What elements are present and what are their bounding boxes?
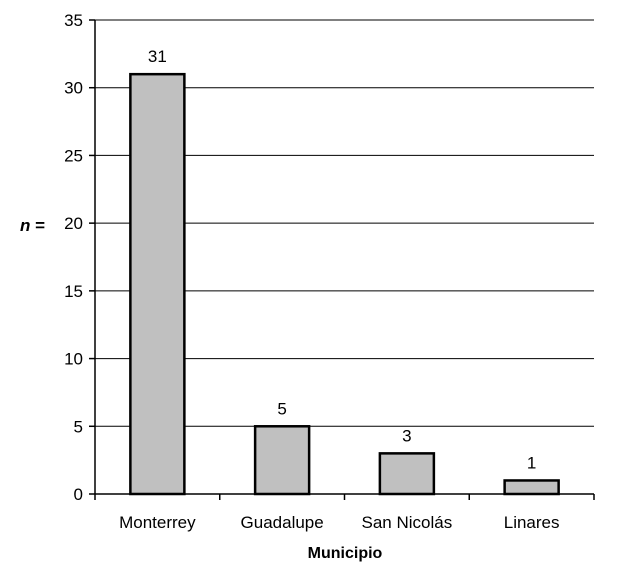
data-label: 31 <box>148 47 167 66</box>
y-axis-label: n = <box>20 216 45 235</box>
bar-linares <box>503 479 560 496</box>
category-label: San Nicolás <box>362 513 453 532</box>
category-labels: Monterrey Guadalupe San Nicolás Linares <box>119 513 559 532</box>
data-label: 5 <box>277 399 286 418</box>
x-axis-title: Municipio <box>308 545 383 562</box>
y-tick-label: 35 <box>64 11 83 30</box>
category-label: Linares <box>504 513 560 532</box>
y-tick-label: 25 <box>64 146 83 165</box>
bar-san-nicol-s <box>378 452 436 496</box>
bars <box>129 72 560 496</box>
y-tick-label: 10 <box>64 350 83 369</box>
category-label: Guadalupe <box>241 513 324 532</box>
y-tick-label: 5 <box>74 417 83 436</box>
y-tick-label: 20 <box>64 214 83 233</box>
y-tick-label: 30 <box>64 79 83 98</box>
x-ticks <box>94 494 595 500</box>
category-label: Monterrey <box>119 513 196 532</box>
y-tick-label: 0 <box>74 485 83 504</box>
bar-monterrey <box>129 72 186 496</box>
y-tick-label: 15 <box>64 282 83 301</box>
bar-guadalupe <box>253 425 311 496</box>
y-ticks: 0 5 10 15 20 25 30 35 <box>64 11 95 504</box>
data-label: 3 <box>402 426 411 445</box>
data-label: 1 <box>527 453 536 472</box>
